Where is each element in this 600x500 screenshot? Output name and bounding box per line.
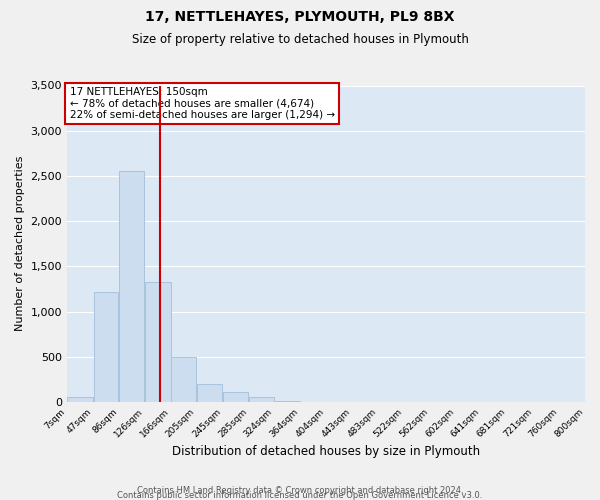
Text: 17, NETTLEHAYES, PLYMOUTH, PL9 8BX: 17, NETTLEHAYES, PLYMOUTH, PL9 8BX [145, 10, 455, 24]
Bar [197, 384, 222, 402]
Text: 17 NETTLEHAYES: 150sqm
← 78% of detached houses are smaller (4,674)
22% of semi-: 17 NETTLEHAYES: 150sqm ← 78% of detached… [70, 87, 335, 120]
Bar [274, 400, 300, 402]
Bar [145, 282, 170, 402]
Bar [119, 170, 145, 402]
Y-axis label: Number of detached properties: Number of detached properties [15, 156, 25, 332]
Bar [249, 398, 274, 402]
Text: Size of property relative to detached houses in Plymouth: Size of property relative to detached ho… [131, 32, 469, 46]
Bar [223, 392, 248, 402]
Text: Contains public sector information licensed under the Open Government Licence v3: Contains public sector information licen… [118, 491, 482, 500]
Bar [171, 357, 196, 402]
Bar [94, 292, 118, 402]
Bar [67, 398, 93, 402]
X-axis label: Distribution of detached houses by size in Plymouth: Distribution of detached houses by size … [172, 444, 480, 458]
Text: Contains HM Land Registry data © Crown copyright and database right 2024.: Contains HM Land Registry data © Crown c… [137, 486, 463, 495]
